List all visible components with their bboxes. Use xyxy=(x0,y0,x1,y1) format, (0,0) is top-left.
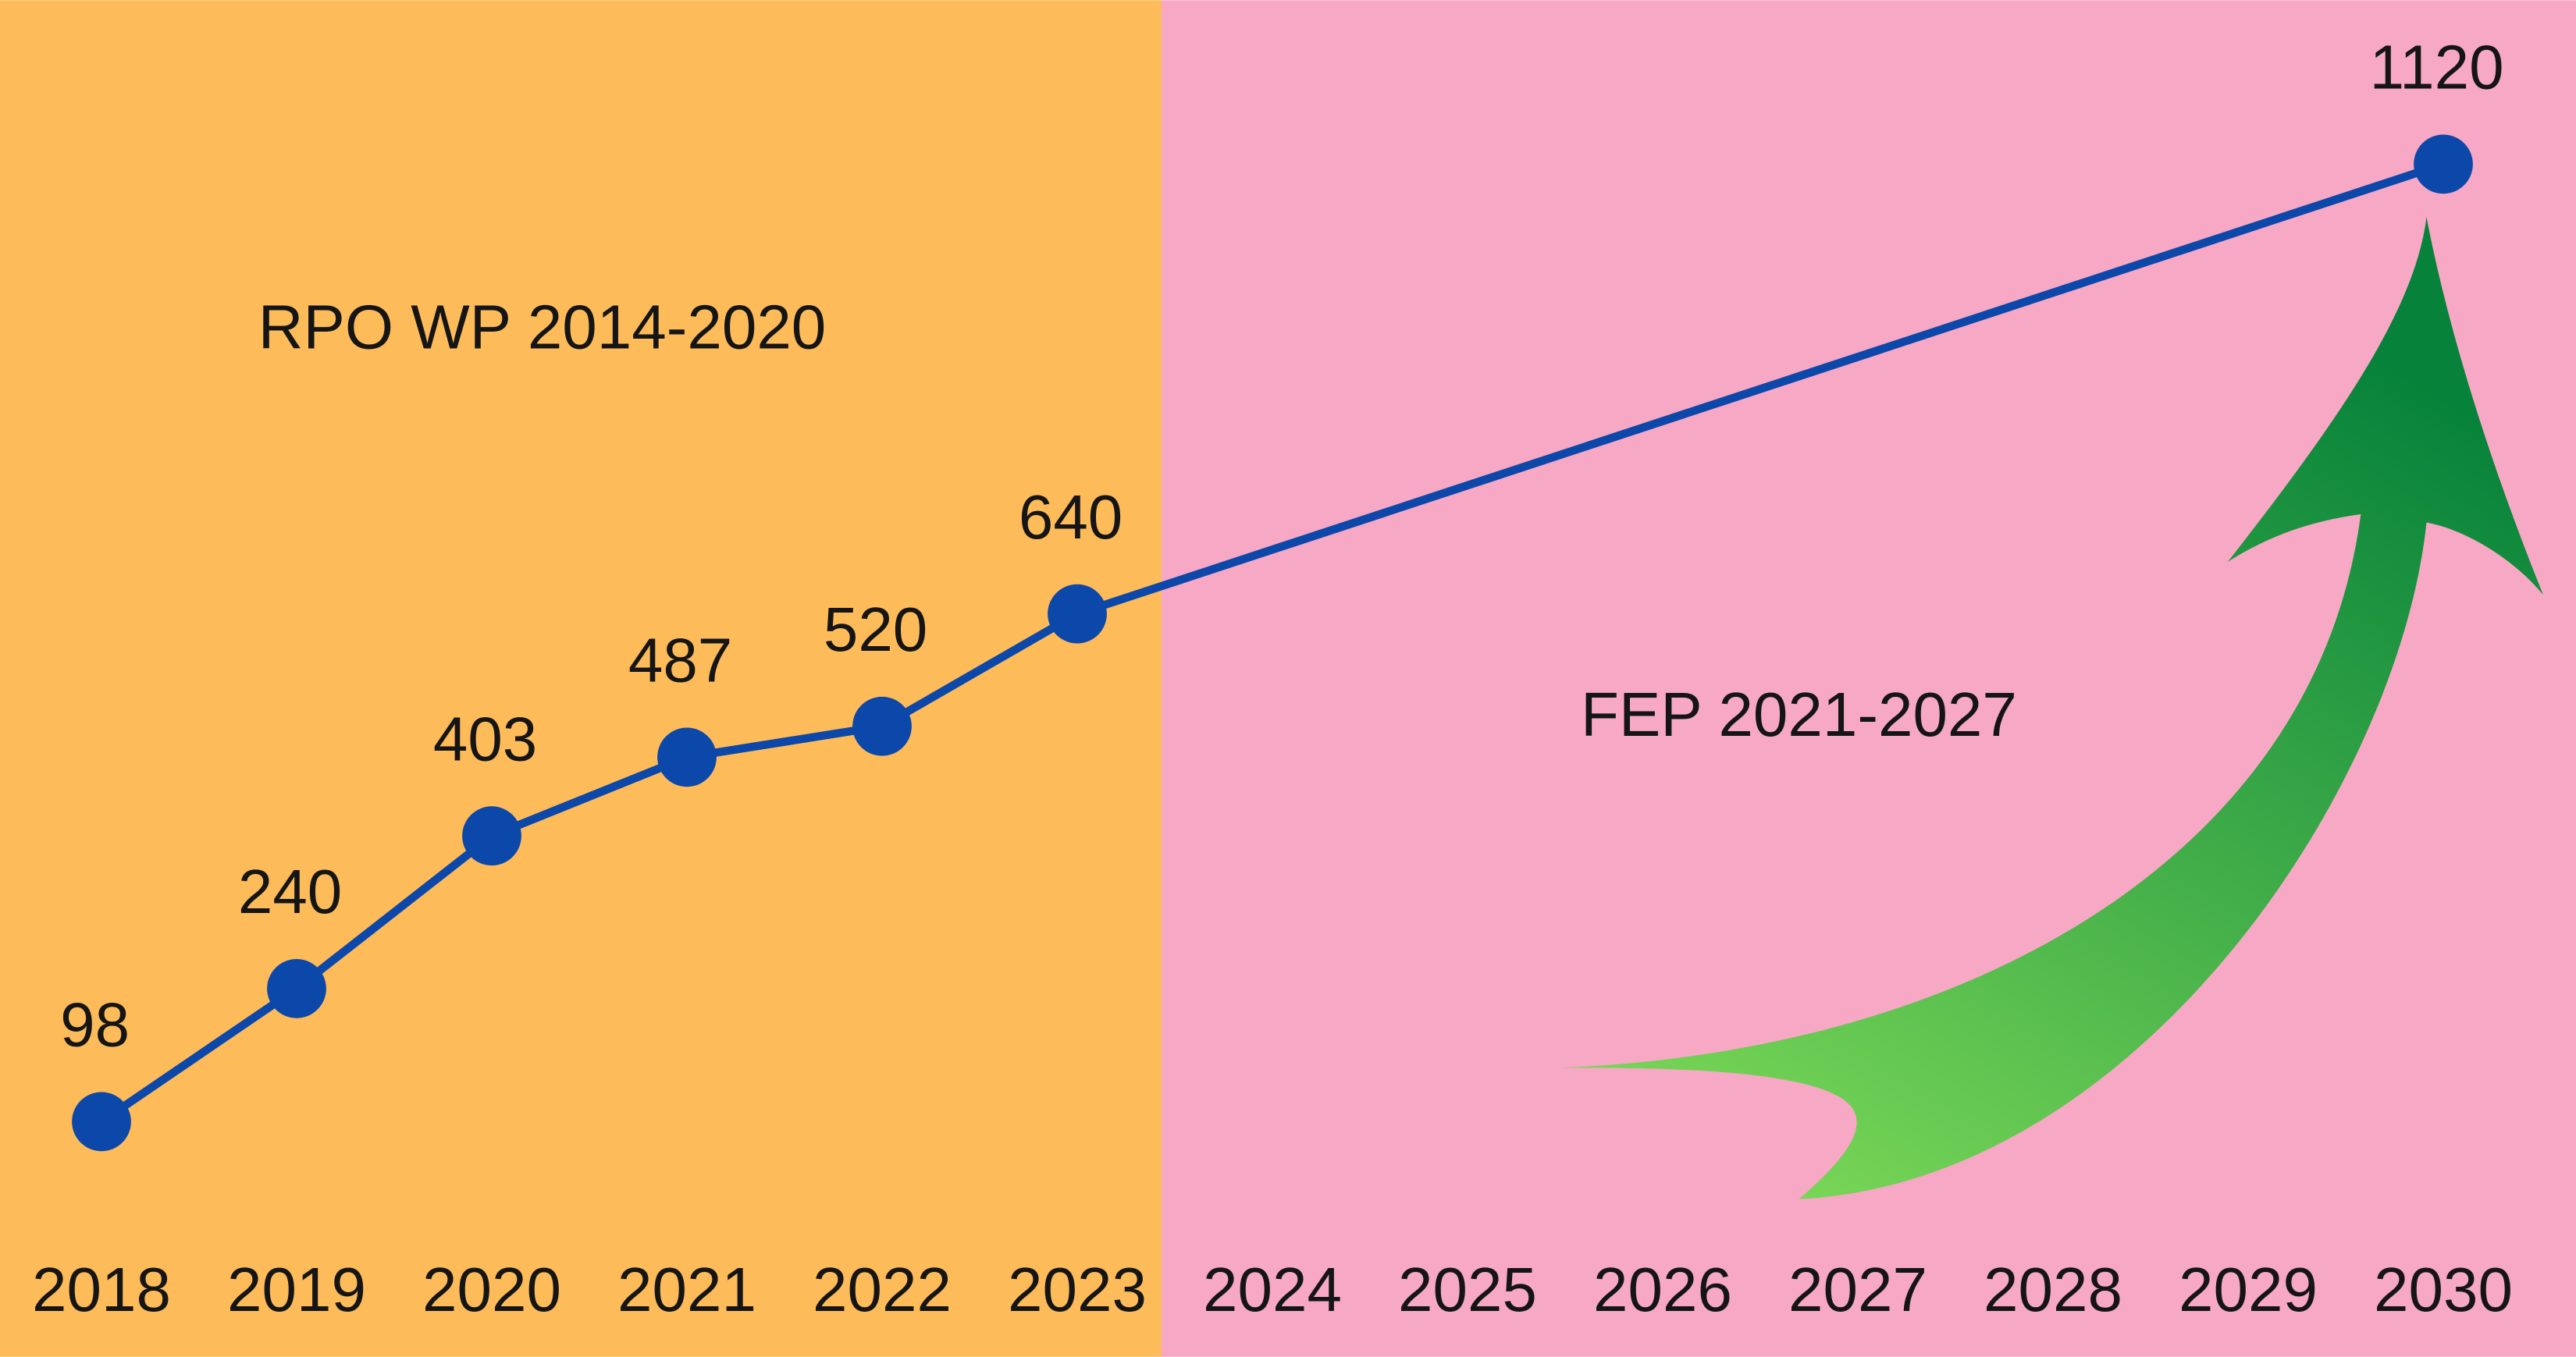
value-label: 240 xyxy=(238,857,342,926)
x-tick-label: 2025 xyxy=(1398,1255,1537,1324)
value-label: 98 xyxy=(60,990,130,1060)
region-label: RPO WP 2014-2020 xyxy=(258,292,827,361)
value-label: 403 xyxy=(433,704,537,773)
x-tick-label: 2030 xyxy=(2374,1255,2513,1324)
plot: 2018 2019 2020 2021 2022 2023 2024 2025 2026 2027… xyxy=(32,33,2513,1324)
point xyxy=(657,727,717,787)
point xyxy=(462,806,521,866)
x-tick-label: 2026 xyxy=(1593,1255,1732,1324)
x-tick-label: 2020 xyxy=(422,1255,561,1324)
region-label: FEP 2021-2027 xyxy=(1581,680,2017,749)
x-tick-label: 2021 xyxy=(617,1255,756,1324)
x-tick-label: 2024 xyxy=(1203,1255,1342,1324)
value-label: 640 xyxy=(1019,482,1123,552)
value-label: 487 xyxy=(628,626,732,695)
point xyxy=(2414,134,2473,194)
growth-arrow xyxy=(1560,217,2543,1199)
point xyxy=(852,696,912,756)
x-tick-label: 2027 xyxy=(1788,1255,1927,1324)
x-tick-label: 2023 xyxy=(1008,1255,1147,1324)
x-tick-label: 2022 xyxy=(813,1255,952,1324)
value-label: 520 xyxy=(824,595,927,664)
value-label: 1120 xyxy=(2370,33,2504,102)
x-tick-label: 2029 xyxy=(2179,1255,2318,1324)
x-tick-label: 2018 xyxy=(32,1255,171,1324)
x-tick-label: 2028 xyxy=(1984,1255,2122,1324)
point xyxy=(72,1092,131,1152)
point xyxy=(267,958,326,1018)
point xyxy=(1048,584,1107,644)
x-tick-label: 2019 xyxy=(227,1255,366,1324)
region-background xyxy=(0,0,1162,1357)
